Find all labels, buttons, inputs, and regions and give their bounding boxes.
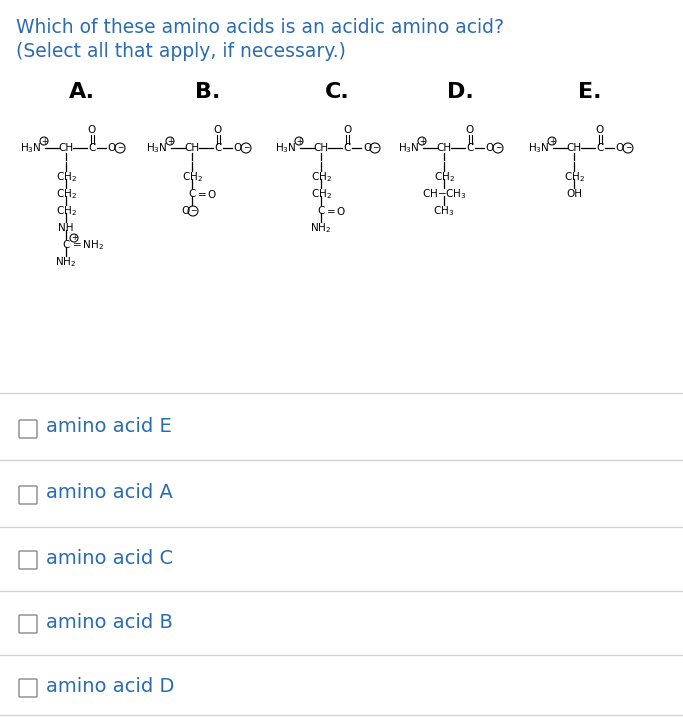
Text: amino acid B: amino acid B [46, 612, 173, 632]
Text: NH$_2$: NH$_2$ [311, 221, 331, 235]
Text: amino acid C: amino acid C [46, 549, 173, 567]
Text: O: O [486, 143, 494, 153]
Text: $=$O: $=$O [195, 188, 217, 200]
Text: H$_3$N: H$_3$N [398, 141, 420, 155]
Text: +: + [419, 136, 426, 146]
Text: B.: B. [195, 82, 221, 102]
FancyBboxPatch shape [19, 551, 37, 569]
Text: $=$O: $=$O [324, 205, 346, 217]
Text: O: O [343, 125, 351, 135]
Text: C: C [596, 143, 604, 153]
FancyBboxPatch shape [19, 615, 37, 633]
Text: CH: CH [313, 143, 329, 153]
Text: CH$_3$: CH$_3$ [434, 204, 455, 218]
Text: amino acid E: amino acid E [46, 417, 171, 437]
Text: −: − [372, 143, 378, 153]
FancyBboxPatch shape [19, 420, 37, 438]
Text: H$_3$N: H$_3$N [529, 141, 550, 155]
Text: CH$_2$: CH$_2$ [55, 170, 76, 184]
Text: CH: CH [59, 143, 74, 153]
Text: CH$_2$: CH$_2$ [563, 170, 585, 184]
Text: NH$_2$: NH$_2$ [55, 255, 76, 269]
Text: amino acid D: amino acid D [46, 677, 174, 695]
Text: O: O [88, 125, 96, 135]
Text: O: O [466, 125, 474, 135]
Text: −: − [190, 206, 196, 216]
Text: D.: D. [447, 82, 473, 102]
FancyBboxPatch shape [19, 486, 37, 504]
Text: C: C [466, 143, 474, 153]
Text: +: + [167, 136, 173, 146]
Text: C: C [318, 206, 324, 216]
Text: −: − [117, 143, 123, 153]
Text: OH: OH [566, 189, 582, 199]
Text: amino acid A: amino acid A [46, 483, 173, 503]
Text: +: + [71, 234, 77, 242]
Text: O: O [363, 143, 371, 153]
Text: O: O [616, 143, 624, 153]
Text: C.: C. [324, 82, 350, 102]
Text: O: O [596, 125, 604, 135]
Text: O: O [108, 143, 116, 153]
Text: CH$-$CH$_3$: CH$-$CH$_3$ [421, 187, 466, 201]
Text: +: + [296, 136, 302, 146]
Text: NH: NH [58, 223, 74, 233]
Text: CH: CH [566, 143, 581, 153]
Text: $=$NH$_2$: $=$NH$_2$ [70, 238, 104, 252]
Text: A.: A. [69, 82, 95, 102]
Text: C: C [62, 240, 70, 250]
Text: E.: E. [579, 82, 602, 102]
Text: CH$_2$: CH$_2$ [434, 170, 454, 184]
Text: CH$_2$: CH$_2$ [311, 187, 331, 201]
Text: C: C [88, 143, 96, 153]
Text: C: C [344, 143, 350, 153]
Text: CH: CH [436, 143, 451, 153]
Text: H$_3$N: H$_3$N [146, 141, 168, 155]
Text: CH$_2$: CH$_2$ [55, 187, 76, 201]
FancyBboxPatch shape [19, 679, 37, 697]
Text: −: − [625, 143, 631, 153]
Text: +: + [549, 136, 555, 146]
Text: C: C [189, 189, 196, 199]
Text: CH$_2$: CH$_2$ [55, 204, 76, 218]
Text: −: − [494, 143, 501, 153]
Text: O: O [214, 125, 222, 135]
Text: H$_3$N: H$_3$N [275, 141, 297, 155]
Text: CH$_2$: CH$_2$ [311, 170, 331, 184]
Text: H$_3$N: H$_3$N [20, 141, 42, 155]
Text: Which of these amino acids is an acidic amino acid?: Which of these amino acids is an acidic … [16, 18, 504, 37]
Text: C: C [214, 143, 222, 153]
Text: CH$_2$: CH$_2$ [182, 170, 202, 184]
Text: O: O [234, 143, 242, 153]
Text: O: O [181, 206, 189, 216]
Text: CH: CH [184, 143, 199, 153]
Text: −: − [243, 143, 249, 153]
Text: (Select all that apply, if necessary.): (Select all that apply, if necessary.) [16, 42, 346, 61]
Text: +: + [41, 136, 47, 146]
